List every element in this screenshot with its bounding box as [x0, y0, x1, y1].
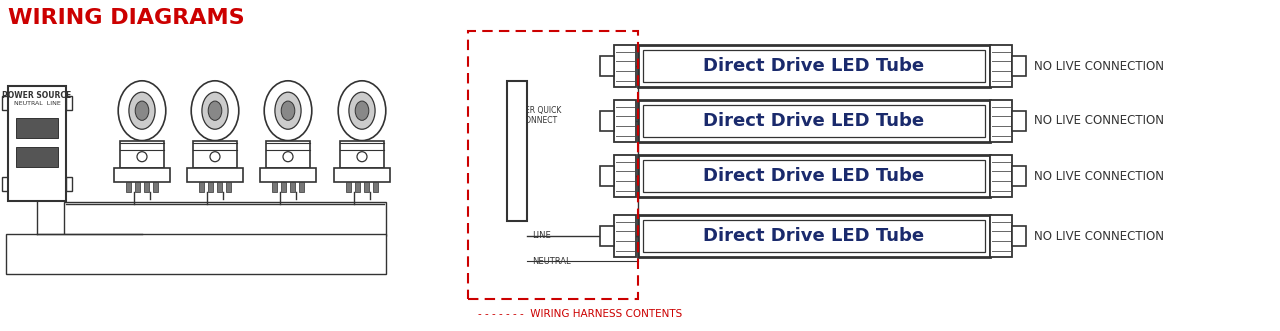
Ellipse shape — [349, 92, 375, 129]
Text: NEUTRAL  LINE: NEUTRAL LINE — [14, 101, 60, 106]
Bar — [989, 45, 1012, 87]
Bar — [374, 182, 379, 192]
Bar — [291, 182, 296, 192]
Bar — [637, 100, 989, 142]
Bar — [8, 86, 67, 201]
Bar — [1012, 166, 1027, 186]
Bar — [637, 215, 989, 257]
Circle shape — [283, 152, 293, 162]
Bar — [643, 50, 986, 82]
Text: NEUTRAL: NEUTRAL — [532, 257, 571, 265]
Bar — [120, 141, 164, 168]
Bar — [334, 168, 390, 182]
Bar — [227, 182, 232, 192]
Text: Direct Drive LED Tube: Direct Drive LED Tube — [704, 112, 924, 130]
Bar — [1012, 226, 1027, 246]
Text: NO LIVE CONNECTION: NO LIVE CONNECTION — [1034, 229, 1164, 243]
Bar — [67, 96, 72, 110]
Text: - - - - - - -  WIRING HARNESS CONTENTS: - - - - - - - WIRING HARNESS CONTENTS — [477, 309, 682, 319]
Bar — [355, 182, 360, 192]
Bar — [207, 182, 212, 192]
Bar — [15, 118, 58, 138]
Bar — [15, 147, 58, 166]
Bar — [280, 182, 285, 192]
Bar — [3, 177, 8, 191]
Ellipse shape — [338, 81, 385, 141]
Bar — [614, 45, 636, 87]
Bar — [989, 100, 1012, 142]
Bar — [145, 182, 150, 192]
Text: LINE: LINE — [532, 231, 550, 241]
Bar — [365, 182, 370, 192]
Bar — [193, 141, 237, 168]
Bar — [154, 182, 159, 192]
Bar — [637, 155, 989, 197]
Bar — [3, 96, 8, 110]
Ellipse shape — [275, 92, 301, 129]
Circle shape — [137, 152, 147, 162]
Bar — [134, 182, 140, 192]
Bar — [346, 182, 351, 192]
Ellipse shape — [355, 101, 369, 120]
Text: Direct Drive LED Tube: Direct Drive LED Tube — [704, 167, 924, 185]
Bar — [1012, 56, 1027, 76]
Bar — [600, 166, 614, 186]
Bar — [643, 105, 986, 137]
Bar — [6, 234, 387, 274]
Bar — [266, 141, 310, 168]
Bar — [507, 81, 527, 221]
Bar — [1012, 111, 1027, 131]
Bar — [600, 226, 614, 246]
Bar — [114, 168, 170, 182]
Text: Direct Drive LED Tube: Direct Drive LED Tube — [704, 57, 924, 75]
Text: NO LIVE CONNECTION: NO LIVE CONNECTION — [1034, 115, 1164, 127]
Bar — [989, 215, 1012, 257]
Text: WIRING DIAGRAMS: WIRING DIAGRAMS — [8, 8, 244, 28]
Bar — [643, 160, 986, 192]
Ellipse shape — [209, 101, 221, 120]
Bar — [614, 215, 636, 257]
Ellipse shape — [118, 81, 166, 141]
Circle shape — [357, 152, 367, 162]
Bar — [989, 155, 1012, 197]
Circle shape — [210, 152, 220, 162]
Text: POWER QUICK
DISCONNECT: POWER QUICK DISCONNECT — [507, 106, 562, 125]
Bar — [67, 177, 72, 191]
Bar — [614, 100, 636, 142]
Ellipse shape — [282, 101, 294, 120]
Bar — [125, 182, 131, 192]
Bar — [271, 182, 276, 192]
Ellipse shape — [191, 81, 239, 141]
Bar — [340, 141, 384, 168]
Ellipse shape — [129, 92, 155, 129]
Ellipse shape — [136, 101, 148, 120]
Bar — [300, 182, 305, 192]
Ellipse shape — [264, 81, 312, 141]
Bar — [600, 111, 614, 131]
Bar — [600, 56, 614, 76]
Text: Direct Drive LED Tube: Direct Drive LED Tube — [704, 227, 924, 245]
Text: NO LIVE CONNECTION: NO LIVE CONNECTION — [1034, 169, 1164, 182]
Bar — [187, 168, 243, 182]
Bar — [637, 45, 989, 87]
Bar — [643, 220, 986, 252]
Bar — [260, 168, 316, 182]
Bar — [614, 155, 636, 197]
Text: POWER SOURCE: POWER SOURCE — [3, 91, 72, 100]
Bar — [218, 182, 223, 192]
Bar — [64, 202, 387, 236]
Bar — [198, 182, 204, 192]
Ellipse shape — [202, 92, 228, 129]
Bar — [468, 31, 637, 299]
Text: NO LIVE CONNECTION: NO LIVE CONNECTION — [1034, 60, 1164, 72]
